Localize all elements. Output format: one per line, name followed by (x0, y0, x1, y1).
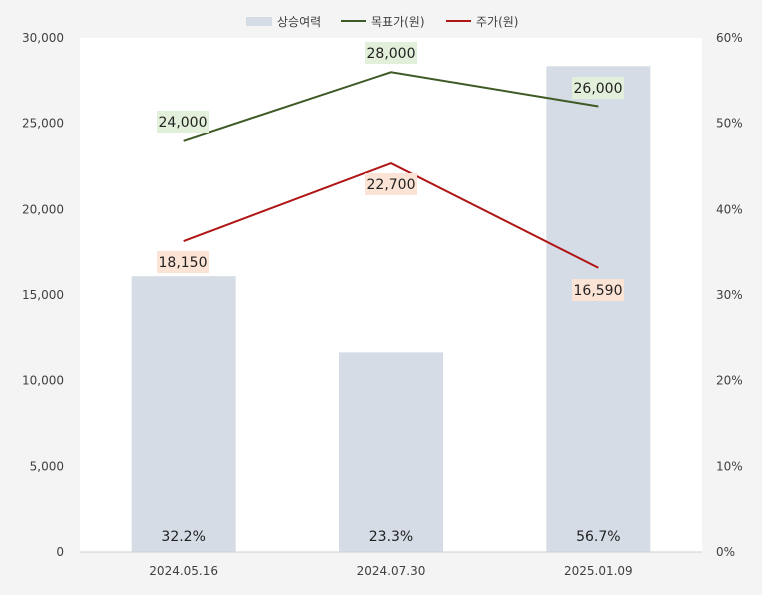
x-tick-0: 2024.05.16 (149, 564, 218, 578)
data-label-bg-0-2 (572, 77, 624, 99)
legend-label-target: 목표가(원) (371, 15, 425, 29)
legend-label-bar: 상승여력 (277, 15, 321, 29)
bar-layer: 32.2% 23.3% 56.7% (131, 66, 651, 553)
series-line-1 (183, 161, 599, 269)
data-label-bg-1-0 (157, 251, 209, 273)
y-left-tick-3: 15,000 (22, 288, 64, 302)
x-tick-2: 2025.01.09 (564, 564, 633, 578)
data-label-0-2: 26,000 (574, 81, 623, 97)
bar-label-2: 56.7% (576, 529, 620, 545)
y-right-tick-2: 20% (716, 374, 743, 388)
y-left-tick-4: 20,000 (22, 202, 64, 216)
data-label-0-0: 24,000 (159, 115, 208, 131)
data-label-1-1: 22,700 (367, 177, 416, 193)
data-label-bg-1-1 (365, 173, 417, 195)
data-label-bg-1-2 (572, 279, 624, 301)
y-right-tick-3: 30% (716, 288, 743, 302)
y-right-tick-0: 0% (716, 545, 735, 559)
y-right-tick-6: 60% (716, 31, 743, 45)
y-left-tick-0: 0 (56, 545, 64, 559)
data-label-0-1: 28,000 (367, 46, 416, 62)
y-left-tick-6: 30,000 (22, 31, 64, 45)
line-layer: 24,000 28,000 26,000 18,150 22,700 16,590 (157, 42, 624, 301)
bar-label-0: 32.2% (161, 529, 205, 545)
y-right-tick-1: 10% (716, 459, 743, 473)
data-label-1-0: 18,150 (159, 255, 208, 271)
bar-label-1: 23.3% (369, 529, 413, 545)
legend-swatch-bar (246, 17, 272, 26)
y-right-tick-4: 40% (716, 202, 743, 216)
series-line-0 (183, 71, 599, 142)
y-left-tick-5: 25,000 (22, 117, 64, 131)
x-tick-1: 2024.07.30 (357, 564, 426, 578)
data-label-bg-0-1 (365, 42, 417, 64)
data-label-bg-0-0 (157, 111, 209, 133)
data-label-1-2: 16,590 (574, 283, 623, 299)
y-left-tick-2: 10,000 (22, 374, 64, 388)
y-right-tick-5: 50% (716, 117, 743, 131)
bar-1 (339, 352, 443, 552)
axes-layer: 0 5,000 10,000 15,000 20,000 25,000 30,000 0% 10… (22, 31, 743, 578)
bar-0 (131, 276, 236, 552)
bar-2 (546, 66, 651, 553)
legend: 상승여력 목표가(원) 주가(원) (246, 15, 518, 29)
legend-label-price: 주가(원) (476, 15, 518, 29)
y-left-tick-1: 5,000 (30, 459, 64, 473)
